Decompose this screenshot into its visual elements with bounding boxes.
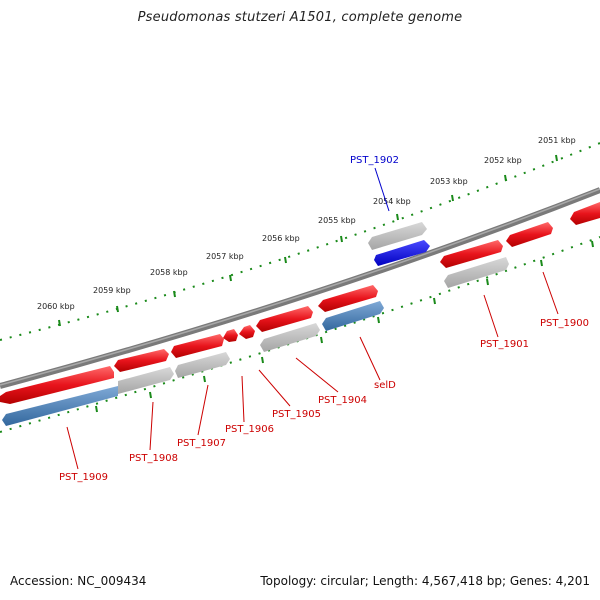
gene-seld-cds[interactable] — [322, 301, 384, 331]
gene-pst-1908-cds[interactable] — [114, 349, 169, 372]
gene-edge-cds[interactable] — [570, 202, 600, 225]
scale-label-2059: 2059 kbp — [93, 286, 131, 295]
gene-pst-1901-cds[interactable] — [440, 240, 503, 268]
map-title: Pseudomonas stutzeri A1501, complete gen… — [137, 10, 463, 25]
outer-scale-track — [0, 142, 600, 341]
gene-pst-1907-gray[interactable] — [175, 352, 230, 378]
accession-text: Accession: NC_009434 — [10, 574, 147, 588]
gene-pst-1902-highlight[interactable] — [374, 240, 430, 266]
reverse-genes — [2, 222, 509, 426]
scale-label-2055: 2055 kbp — [318, 216, 356, 225]
gene-pst-1908-gray[interactable] — [118, 367, 174, 394]
gene-label-pst-1900[interactable]: PST_1900 — [540, 318, 589, 329]
gene-pst-1900-cds[interactable] — [506, 222, 553, 247]
scale-label-2056: 2056 kbp — [262, 234, 300, 243]
gene-label-pst-1902[interactable]: PST_1902 — [350, 155, 399, 166]
inner-major-ticks — [95, 240, 594, 413]
genome-summary-text: Topology: circular; Length: 4,567,418 bp… — [260, 574, 590, 588]
gene-pst-1906-cds[interactable] — [223, 329, 238, 342]
gene-label-pst-1901[interactable]: PST_1901 — [480, 339, 529, 350]
scale-label-2060: 2060 kbp — [37, 302, 75, 311]
scale-label-2051: 2051 kbp — [538, 136, 576, 145]
gene-pst-1909-cds[interactable] — [0, 366, 114, 404]
gene-pst-1904-cds[interactable] — [318, 285, 378, 312]
gene-label-pst-1907[interactable]: PST_1907 — [177, 438, 226, 449]
label-leaders — [66, 167, 559, 470]
gene-pst-1902-gray[interactable] — [368, 222, 427, 250]
scale-label-2058: 2058 kbp — [150, 268, 188, 277]
gene-pst-1909-gray[interactable] — [2, 386, 118, 426]
scale-label-2052: 2052 kbp — [484, 156, 522, 165]
gene-labels: PST_1902 PST_1900 PST_1901 selD PST_1904… — [59, 155, 589, 483]
gene-label-pst-1906[interactable]: PST_1906 — [225, 424, 274, 435]
genome-backbone — [0, 187, 600, 389]
forward-genes — [0, 202, 600, 404]
scale-label-2057: 2057 kbp — [206, 252, 244, 261]
scale-labels: 2051 kbp 2052 kbp 2053 kbp 2054 kbp 2055… — [37, 136, 576, 311]
gene-pst-1906b-cds[interactable] — [239, 325, 255, 339]
gene-pst-1905-gray[interactable] — [260, 323, 320, 352]
gene-label-pst-1909[interactable]: PST_1909 — [59, 472, 108, 483]
gene-label-pst-1905[interactable]: PST_1905 — [272, 409, 321, 420]
gene-pst-1905-cds[interactable] — [256, 306, 313, 332]
scale-label-2054: 2054 kbp — [373, 197, 411, 206]
gene-pst-1907-cds[interactable] — [171, 334, 224, 358]
gene-label-pst-1904[interactable]: PST_1904 — [318, 395, 367, 406]
gene-label-seld[interactable]: selD — [374, 380, 396, 391]
scale-label-2053: 2053 kbp — [430, 177, 468, 186]
gene-label-pst-1908[interactable]: PST_1908 — [129, 453, 178, 464]
outer-major-ticks — [58, 154, 558, 327]
gene-pst-1901-gray[interactable] — [444, 257, 509, 288]
genome-backbone-highlight — [0, 188, 600, 386]
